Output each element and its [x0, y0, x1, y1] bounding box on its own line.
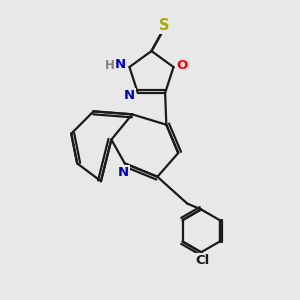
- Text: S: S: [159, 18, 169, 33]
- Text: N: N: [123, 89, 134, 102]
- Text: N: N: [118, 166, 129, 179]
- Text: H: H: [105, 59, 115, 72]
- Text: Cl: Cl: [195, 254, 209, 267]
- Text: O: O: [176, 59, 188, 72]
- Text: N: N: [115, 58, 126, 71]
